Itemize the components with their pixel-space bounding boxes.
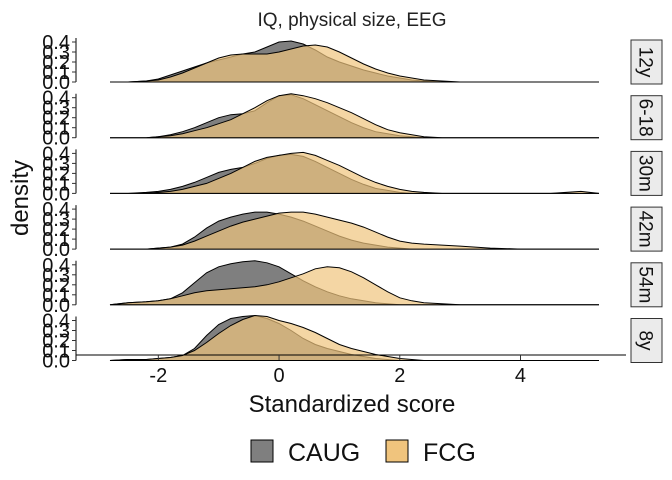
y-tick-label: 0.1 [42,62,70,84]
density-area [110,151,600,194]
facet-strip [630,318,663,363]
y-tick-label: 0.0 [42,72,70,94]
facet-strip-label: 30m [635,155,656,192]
y-tick-label: 0.2 [42,275,70,297]
facet-strip-label: 42m [635,211,656,248]
legend-item: FCG [385,439,476,467]
density-area [109,266,599,306]
x-axis: -2 0 2 4 [76,354,626,387]
facet-strip-label: 54m [635,266,656,303]
y-tick-label: 0.2 [42,331,70,353]
x-tick-label: 4 [515,365,526,387]
y-tick-label: 0.1 [42,285,70,307]
y-tick-label: 0.3 [42,321,70,343]
y-tick-label: 0.3 [42,98,70,120]
facet-strip [630,95,663,141]
y-tick-label: 0.4 [42,88,70,110]
y-tick-label: 0.2 [42,219,70,241]
x-axis-title: Standardized score [249,391,456,418]
y-tick-label: 0.0 [42,183,70,205]
facet-strip-label: 6-18 [635,99,656,137]
facet-strip [630,39,663,85]
legend-item: CAUG [250,439,360,467]
x-tick-label: 2 [394,365,405,387]
y-tick-label: 0.0 [42,239,70,261]
y-tick-label: 0.4 [42,311,70,333]
facet-panel: 0.00.10.20.30.4 6-18 [42,88,663,150]
x-tick-label: 0 [273,365,284,387]
facet-strip [630,262,663,308]
legend-swatch [385,439,409,463]
facet-panel: 0.00.10.20.30.4 42m [42,199,663,261]
facet-strip [630,206,663,252]
legend: CAUG FCG [250,439,476,467]
y-tick-label: 0.0 [42,351,70,373]
y-tick-label: 0.4 [42,199,70,221]
y-tick-label: 0.3 [42,42,70,64]
density-area [110,93,599,139]
y-axis-title: density [7,160,34,236]
y-tick-label: 0.0 [42,295,70,317]
y-tick-label: 0.3 [42,209,70,231]
legend-label: CAUG [288,439,360,467]
x-tick-label: -2 [149,365,167,387]
legend-label: FCG [423,439,476,467]
y-tick-label: 0.1 [42,173,70,195]
facet-panel: 0.00.10.20.30.4 12y [42,32,663,94]
y-tick-label: 0.0 [42,128,70,150]
facet-strip-label: 12y [635,47,656,78]
y-tick-label: 0.1 [42,341,70,363]
y-tick-label: 0.2 [42,108,70,130]
y-tick-label: 0.4 [42,143,70,165]
density-area [109,314,599,361]
y-tick-label: 0.4 [42,32,70,54]
legend-swatch [250,439,274,463]
y-tick-label: 0.1 [42,229,70,251]
y-tick-label: 0.3 [42,265,70,287]
facet-strip-label: 8y [635,330,656,351]
chart-title: IQ, physical size, EEG [257,10,446,31]
y-tick-label: 0.4 [42,255,70,277]
facet-panel: 0.00.10.20.30.4 30m [42,143,663,205]
y-tick-label: 0.2 [42,52,70,74]
y-tick-label: 0.2 [42,163,70,185]
facet-panel: 0.00.10.20.30.4 8y [42,311,663,373]
y-tick-label: 0.3 [42,153,70,175]
y-tick-label: 0.1 [42,118,70,140]
facet-panel: 0.00.10.20.30.4 54m [42,255,663,317]
facet-strip [630,150,663,196]
density-area [110,44,599,83]
density-area [110,211,599,250]
